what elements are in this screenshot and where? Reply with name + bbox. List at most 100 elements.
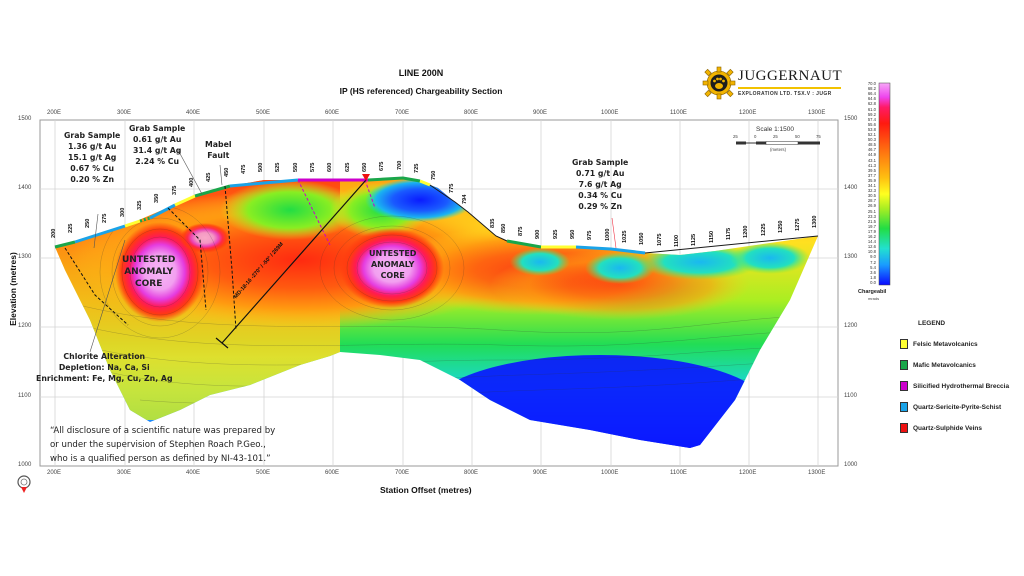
station-label: 1025 [622,230,628,243]
colorbar-label: 57.4 [867,116,876,122]
station-label: 750 [431,170,437,180]
station-label: 475 [241,164,247,174]
station-label: 400 [189,177,195,187]
grab3-pointer [611,217,617,249]
colorbar-label: 59.2 [867,111,876,117]
station-label: 1200 [743,225,749,238]
y-tick-left: 1000 [18,462,32,468]
annotation-pointers [89,149,223,353]
grab-sample-3-cu: 0.34 % Cu [578,191,623,200]
station-label: 700 [397,160,403,170]
grab-sample-1-au: 1.36 g/t Au [67,142,117,151]
station-label: 875 [518,226,524,236]
y-tick-right: 1200 [844,323,858,329]
x-tick-top: 1000E [601,110,619,116]
chlorite-alteration-note: Chlorite Alteration Depletion: Na, Ca, S… [36,351,173,384]
station-label: 250 [85,218,91,228]
disclosure-note: “All disclosure of a scientific nature w… [50,424,275,466]
breccia-contacts [297,179,376,246]
anomaly-core-2: UNTESTED ANOMALY CORE [369,248,416,281]
x-tick-top: 300E [117,110,132,116]
station-label: 725 [414,163,420,173]
chart-title: LINE 200N [398,68,444,78]
colorbar-label: 62.8 [867,101,876,107]
x-tick-top: 1200E [739,110,757,116]
drillhole-end-marker [215,337,229,349]
drillhole-collar-icon [362,174,370,181]
fault-label-line2: Fault [207,151,230,160]
x-tick-top: 600E [325,110,340,116]
x-tick-bottom: 600E [325,470,340,476]
colorbar-label: 41.3 [867,162,876,168]
station-label: 1050 [639,232,645,245]
station-label: 1300 [812,215,818,228]
colorbar[interactable] [878,82,891,286]
disclosure-line1: “All disclosure of a scientific nature w… [50,426,276,436]
x-tick-top: 500E [256,110,271,116]
y-tick-right: 1100 [844,393,857,399]
legend-item-veins: Quartz-Sulphide Veins [900,422,982,434]
grab-sample-2-cu: 2.24 % Cu [135,157,180,166]
y-tick-left: 1400 [18,185,32,191]
colorbar-label: 9.0 [870,254,876,260]
colorbar-label: 28.7 [867,198,876,204]
legend-label: Quartz-Sericite-Pyrite-Schist [913,403,1002,411]
station-label: 225 [68,223,74,233]
x-tick-top: 400E [186,110,201,116]
legend-item-schist: Quartz-Sericite-Pyrite-Schist [900,401,1001,413]
grab-sample-2-title: Grab Sample [129,124,186,133]
colorbar-label: 61.0 [867,106,876,112]
colorbar-label: 34.1 [867,183,876,188]
legend-item-felsic: Felsic Metavolcanics [900,338,978,350]
anomaly-1-line3: CORE [135,279,163,289]
colorbar-label: 32.3 [867,188,876,194]
grab-sample-1-title: Grab Sample [64,131,121,140]
anomaly-1-line2: ANOMALY [124,267,174,277]
grab-sample-3-title: Grab Sample [572,158,629,167]
station-label: 375 [172,185,178,195]
station-label: 850 [501,223,507,233]
chlorite-depletion: Depletion: Na, Ca, Si [58,363,150,372]
station-label: 1075 [657,233,663,246]
station-label: 1125 [691,233,697,246]
colorbar-label: 39.5 [867,167,876,173]
chart-subtitle: IP (HS referenced) Chargeability Section [339,86,503,96]
legend-label: Mafic Metavolcanics [913,361,976,369]
colorbar-label: 3.6 [870,269,876,275]
veins-swatch-icon [900,423,908,433]
logo-name: JUGGERNAUT [738,68,843,84]
felsic-swatch-icon [900,339,908,349]
station-label: 200 [51,228,57,238]
colorbar-title: Chargeabil [858,289,887,295]
scale-label: 25 [733,134,738,139]
station-label: 675 [379,161,385,171]
y-tick-right: 1300 [844,254,858,260]
company-logo: JUGGERNAUT EXPLORATION LTD. TSX.V : JUGR [702,64,842,104]
station-label: 450 [224,167,230,177]
disclosure-line2: or under the supervision of Stephen Roac… [50,440,266,450]
x-tick-bottom: 800E [464,470,479,476]
fault-label-line1: Mabel [205,140,232,149]
x-tick-top: 200E [47,110,62,116]
colorbar-label: 12.6 [867,244,876,250]
colorbar-label: 70.0 [867,81,876,86]
surface-geology [54,176,819,255]
x-tick-bottom: 200E [47,470,62,476]
station-label: 525 [275,162,281,172]
colorbar-label: 0.0 [870,279,876,285]
grab-sample-3-au: 0.71 g/t Au [575,169,625,178]
colorbar-label: 5.4 [870,264,876,270]
logo-rule [738,87,841,89]
x-tick-top: 900E [533,110,548,116]
y-tick-right: 1000 [844,462,858,468]
anomaly-1-line1: UNTESTED [122,255,176,265]
gear-bear-paw-icon [702,66,736,100]
x-tick-bottom: 300E [117,470,132,476]
colorbar-label: 53.8 [867,126,876,132]
colorbar-unit: mrads [868,296,880,301]
grab-sample-1-ag: 15.1 g/t Ag [67,153,117,162]
fault-lines [64,185,237,331]
anomaly-2-line2: ANOMALY [370,260,415,269]
compass-pin-icon [17,475,31,493]
